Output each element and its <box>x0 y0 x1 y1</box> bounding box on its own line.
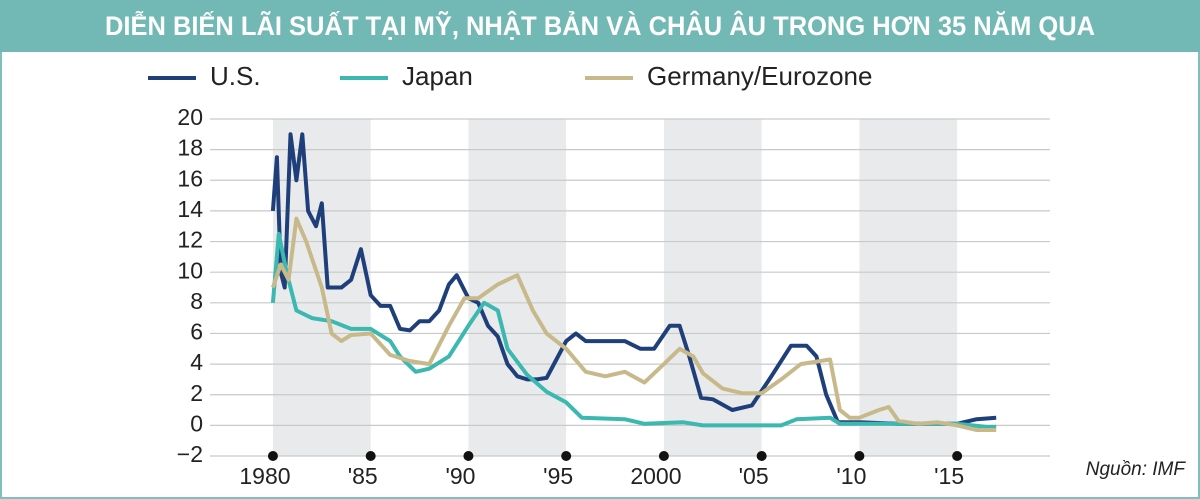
x-tick-label: '10 <box>836 463 866 489</box>
y-tick-label: −2 <box>177 441 203 467</box>
x-tick-label: 1980 <box>239 463 290 489</box>
x-tick-dot <box>952 451 963 461</box>
x-tick-dot <box>854 451 865 461</box>
x-tick-dot <box>658 451 669 461</box>
y-tick-label: 8 <box>190 288 203 314</box>
x-tick-label: '95 <box>543 463 573 489</box>
y-tick-label: 0 <box>190 410 203 436</box>
legend-label: U.S. <box>210 61 261 91</box>
y-tick-label: 6 <box>190 319 203 345</box>
y-tick-label: 14 <box>177 196 203 222</box>
shaded-band <box>859 119 958 456</box>
series-line <box>270 231 997 429</box>
x-tick-label: '05 <box>739 463 769 489</box>
series-line <box>271 216 997 432</box>
title-bar <box>0 0 1200 52</box>
source: Nguồn: IMF <box>1086 459 1187 480</box>
y-tick-label: 10 <box>177 257 203 283</box>
y-tick-label: 20 <box>177 104 203 130</box>
legend-label: Japan <box>402 61 473 91</box>
legend-label: Germany/Eurozone <box>647 61 872 91</box>
y-tick-label: 2 <box>190 380 203 406</box>
x-tick-label: 2000 <box>630 463 681 489</box>
y-tick-label: 16 <box>177 165 203 191</box>
x-tick-label: '85 <box>348 463 378 489</box>
x-tick-label: '15 <box>934 463 964 489</box>
x-tick-dot <box>267 451 278 461</box>
x-tick-dot <box>463 451 474 461</box>
chart-title: DIỄN BIẾN LÃI SUẤT TẠI MỸ, NHẬT BẢN VÀ C… <box>105 9 1095 41</box>
x-tick-dot <box>756 451 767 461</box>
x-tick-label: '90 <box>445 463 475 489</box>
y-tick-label: 18 <box>177 135 203 161</box>
x-tick-dot <box>365 451 376 461</box>
series-line <box>270 132 997 426</box>
shaded-band <box>468 119 567 456</box>
x-tick-dot <box>561 451 572 461</box>
y-tick-label: 4 <box>190 349 203 375</box>
y-tick-label: 12 <box>177 227 203 253</box>
